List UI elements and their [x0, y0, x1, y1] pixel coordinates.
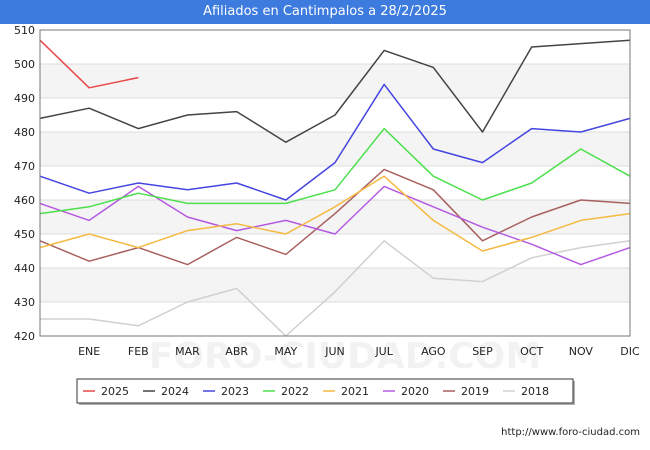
y-tick-label: 450: [14, 228, 35, 241]
x-axis-ticks: ENE FEB MAR ABR MAY JUN JUL AGO SEP OCT NOV DIC: [78, 345, 640, 358]
legend-label-2021: 2021: [341, 385, 369, 398]
legend-label-2024: 2024: [161, 385, 189, 398]
series-lines: [39, 39, 631, 337]
x-tick-label: MAR: [175, 345, 200, 358]
x-tick-label: AGO: [421, 345, 446, 358]
legend: 2025 2024 2023 2022 2021 2020 2019 2018: [76, 378, 575, 405]
footer-url: http://www.foro-ciudad.com: [501, 427, 640, 438]
legend-label-2018: 2018: [521, 385, 549, 398]
grid-band: [40, 268, 630, 302]
chart-title: Afiliados en Cantimpalos a 28/2/2025: [0, 0, 650, 24]
y-tick-label: 440: [14, 262, 35, 275]
y-tick-label: 500: [14, 58, 35, 71]
series-line-2020: [39, 185, 631, 266]
x-tick-label: ENE: [78, 345, 100, 358]
x-tick-label: JUN: [324, 345, 345, 358]
y-tick-label: 460: [14, 194, 35, 207]
legend-label-2025: 2025: [101, 385, 129, 398]
y-axis-ticks: 420 430 440 450 460 470 480 490 500 510: [14, 24, 35, 343]
grid-band: [40, 200, 630, 234]
watermark: FORO-CIUDAD.COM: [149, 336, 541, 377]
grid-band: [40, 132, 630, 166]
x-tick-label: SEP: [472, 345, 493, 358]
y-tick-label: 470: [14, 160, 35, 173]
x-tick-label: NOV: [569, 345, 594, 358]
series-line-2022: [39, 127, 631, 215]
x-tick-label: MAY: [274, 345, 297, 358]
y-tick-label: 430: [14, 296, 35, 309]
x-tick-label: OCT: [520, 345, 543, 358]
y-tick-label: 490: [14, 92, 35, 105]
legend-label-2022: 2022: [281, 385, 309, 398]
legend-label-2023: 2023: [221, 385, 249, 398]
x-tick-label: FEB: [128, 345, 149, 358]
x-tick-label: JUL: [374, 345, 393, 358]
series-line-2024: [39, 39, 631, 143]
y-tick-label: 420: [14, 330, 35, 343]
grid-band: [40, 64, 630, 98]
series-line-2023: [39, 83, 631, 201]
y-tick-label: 480: [14, 126, 35, 139]
series-line-2025: [39, 39, 139, 89]
x-tick-label: DIC: [620, 345, 640, 358]
x-tick-label: ABR: [225, 345, 248, 358]
series-line-2021: [39, 175, 631, 252]
series-line-2018: [40, 240, 631, 337]
background-bands: [40, 64, 630, 302]
legend-label-2020: 2020: [401, 385, 429, 398]
y-tick-label: 510: [14, 24, 35, 37]
legend-label-2019: 2019: [461, 385, 489, 398]
plot-frame: [39, 29, 631, 337]
